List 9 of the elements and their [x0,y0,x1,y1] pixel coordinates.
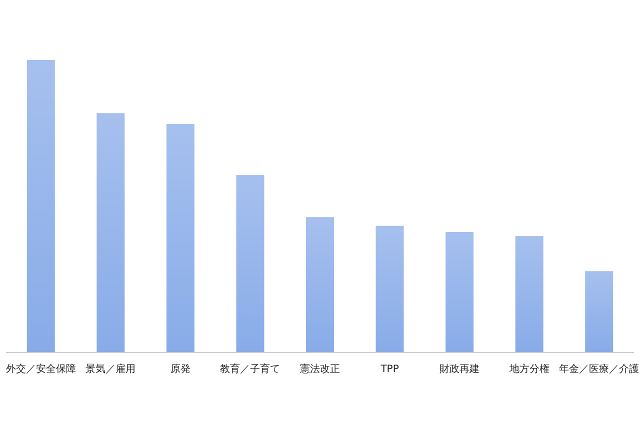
x-tick-label: 地方分権 [508,363,550,375]
x-tick-label: 景気／雇用 [86,363,136,375]
x-tick-label: 原発 [170,364,190,375]
x-tick-label: 財政再建 [440,363,480,375]
x-tick-label: 外交／安全保障 [6,363,76,375]
x-tick-label: 憲法改正 [299,363,340,375]
x-tick-label: 年金／医療／介護 [559,363,640,375]
x-tick-label: TPP [380,364,399,375]
x-tick-label: 教育／子育て [220,363,280,375]
